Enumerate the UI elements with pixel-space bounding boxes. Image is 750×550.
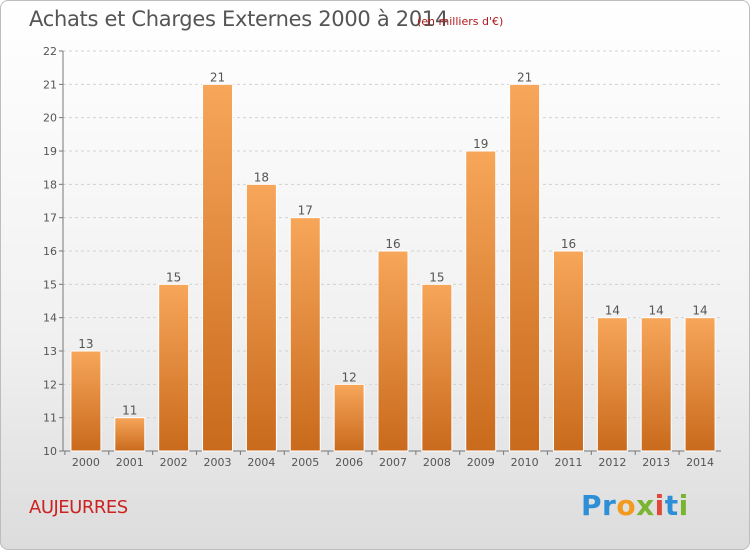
bar	[684, 317, 716, 452]
x-tick-label: 2009	[467, 456, 495, 469]
y-tick-label: 11	[43, 412, 57, 425]
x-tick-label: 2000	[72, 456, 100, 469]
data-label: 19	[473, 137, 488, 151]
y-tick-label: 20	[43, 112, 57, 125]
data-label: 17	[298, 204, 313, 218]
x-tick-label: 2010	[511, 456, 539, 469]
x-tick-label: 2014	[686, 456, 714, 469]
data-label: 11	[122, 404, 137, 418]
data-label: 12	[341, 370, 356, 384]
x-tick-label: 2012	[598, 456, 626, 469]
data-label: 21	[210, 70, 225, 84]
bar	[596, 317, 628, 452]
x-tick-label: 2013	[642, 456, 670, 469]
x-tick-label: 2005	[291, 456, 319, 469]
bar	[465, 150, 497, 452]
data-label: 16	[385, 237, 400, 251]
x-tick-label: 2007	[379, 456, 407, 469]
bar	[158, 283, 190, 452]
y-tick-label: 15	[43, 278, 57, 291]
bar	[289, 217, 321, 452]
bar	[70, 350, 102, 452]
bar	[202, 83, 234, 452]
x-tick-label: 2002	[160, 456, 188, 469]
y-tick-label: 16	[43, 245, 57, 258]
data-label: 14	[605, 304, 620, 318]
proxiti-logo: Proxiti	[581, 489, 689, 522]
x-tick-label: 2004	[247, 456, 275, 469]
bar	[245, 183, 277, 452]
chart-title: Achats et Charges Externes 2000 à 2014	[29, 7, 449, 31]
y-tick-label: 19	[43, 145, 57, 158]
y-tick-label: 21	[43, 78, 57, 91]
y-tick-label: 17	[43, 212, 57, 225]
x-tick-label: 2006	[335, 456, 363, 469]
data-labels: 13 11 15 21 18 17 12 16 15 19 21 16 14 14 14	[78, 70, 707, 417]
y-tick-label: 12	[43, 378, 57, 391]
data-label: 21	[517, 70, 532, 84]
logo-letter: P	[581, 489, 603, 522]
bar	[552, 250, 584, 452]
bar	[640, 317, 672, 452]
commune-name: AUJEURRES	[29, 497, 128, 518]
data-label: 15	[429, 270, 444, 284]
logo-letter: i	[678, 489, 689, 522]
bar	[377, 250, 409, 452]
y-tick-label: 13	[43, 345, 57, 358]
data-label: 14	[649, 304, 664, 318]
y-tick-label: 18	[43, 178, 57, 191]
bar	[421, 283, 453, 452]
x-tick-label: 2001	[116, 456, 144, 469]
data-label: 13	[78, 337, 93, 351]
logo-letter: i	[654, 489, 665, 522]
logo-letter: r	[602, 489, 617, 522]
y-tick-label: 10	[43, 445, 57, 458]
logo-letter: t	[664, 489, 679, 522]
data-label: 18	[254, 170, 269, 184]
data-label: 14	[692, 304, 707, 318]
bar	[509, 83, 541, 452]
data-label: 16	[561, 237, 576, 251]
chart-unit-label: (en milliers d'€)	[417, 15, 504, 28]
data-label: 15	[166, 270, 181, 284]
x-tick-label: 2003	[204, 456, 232, 469]
x-tick-label: 2011	[554, 456, 582, 469]
y-tick-label: 22	[43, 45, 57, 58]
bar	[114, 417, 146, 452]
x-tick-label: 2008	[423, 456, 451, 469]
bar	[333, 383, 365, 452]
y-tick-label: 14	[43, 312, 57, 325]
logo-letter: o	[616, 489, 637, 522]
logo-letter: x	[636, 489, 655, 522]
bars	[70, 83, 716, 452]
